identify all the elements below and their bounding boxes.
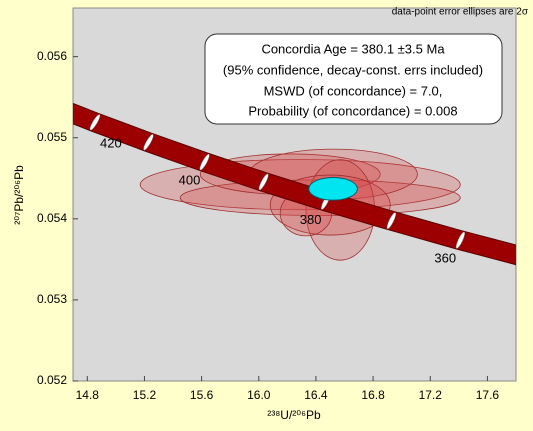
age-label: 360 xyxy=(434,251,456,266)
y-tick-label: 0.056 xyxy=(37,49,67,63)
annotation-line: MSWD (of concordance) = 7.0, xyxy=(264,83,443,98)
annotation-line: (95% confidence, decay-const. errs inclu… xyxy=(223,62,483,77)
age-marker xyxy=(258,173,269,191)
age-marker xyxy=(528,250,533,268)
annotation-box xyxy=(204,33,503,125)
annotation-line: Concordia Age = 380.1 ±3.5 Ma xyxy=(261,41,445,56)
x-tick-label: 15.2 xyxy=(133,388,157,402)
y-tick-label: 0.054 xyxy=(37,211,67,225)
x-tick-label: 16.0 xyxy=(247,388,271,402)
age-label: 400 xyxy=(179,173,201,188)
y-axis-title: ²⁰⁷Pb/²⁰⁶Pb xyxy=(12,165,26,225)
age-marker xyxy=(89,114,101,131)
annotation-line: Probability (of concordance) = 0.008 xyxy=(248,103,457,118)
x-tick-label: 15.6 xyxy=(190,388,214,402)
x-tick-label: 14.8 xyxy=(76,388,100,402)
age-label: 420 xyxy=(100,136,122,151)
age-marker xyxy=(199,153,210,171)
age-marker xyxy=(455,231,465,249)
mean-ellipse xyxy=(308,176,358,201)
y-tick-label: 0.052 xyxy=(37,373,67,387)
x-tick-label: 17.2 xyxy=(419,388,443,402)
age-label: 380 xyxy=(300,212,322,227)
y-tick-label: 0.055 xyxy=(37,130,67,144)
age-marker xyxy=(386,212,397,230)
y-tick-label: 0.053 xyxy=(37,292,67,306)
note: data-point error ellipses are 2σ xyxy=(392,7,529,18)
x-tick-label: 17.6 xyxy=(476,388,500,402)
age-marker xyxy=(143,134,154,151)
x-tick-label: 16.4 xyxy=(304,388,328,402)
x-tick-label: 16.8 xyxy=(361,388,385,402)
age-marker xyxy=(37,93,50,111)
x-axis-title: ²³⁸U/²⁰⁶Pb xyxy=(267,408,321,422)
plot-layer: 420 400 380 360 xyxy=(37,93,533,268)
